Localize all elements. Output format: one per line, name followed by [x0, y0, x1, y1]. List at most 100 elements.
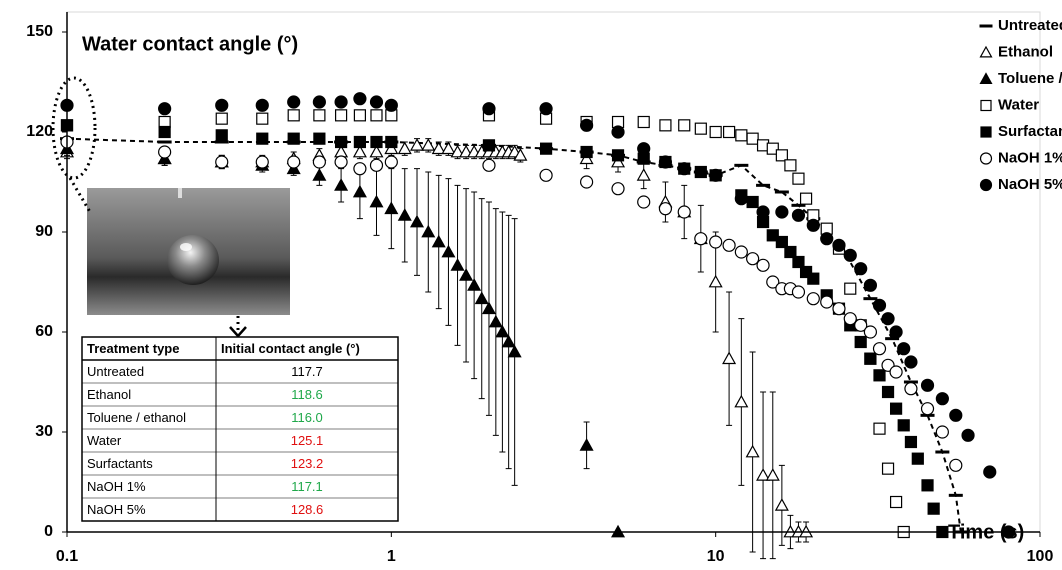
- marker: [352, 144, 367, 158]
- marker: [467, 278, 482, 291]
- marker: [843, 312, 857, 326]
- marker: [501, 334, 516, 348]
- legend: Untreated Ethanol Toluene / ethanol Water Su…: [979, 17, 1062, 193]
- table-header: Treatment type: [87, 341, 179, 356]
- marker: [409, 138, 425, 151]
- marker: [881, 312, 895, 326]
- marker: [904, 435, 918, 449]
- marker: [369, 194, 384, 208]
- marker: [756, 205, 770, 219]
- marker: [746, 252, 760, 266]
- marker: [678, 119, 691, 132]
- marker: [369, 144, 384, 158]
- marker: [766, 142, 779, 155]
- marker: [774, 498, 789, 511]
- marker: [459, 268, 474, 281]
- marker: [215, 112, 228, 125]
- marker: [579, 438, 594, 451]
- marker: [820, 232, 834, 246]
- marker: [799, 265, 813, 279]
- marker: [334, 178, 349, 191]
- marker: [722, 125, 736, 139]
- marker: [450, 144, 465, 158]
- marker: [775, 235, 788, 249]
- marker: [256, 112, 269, 125]
- table-cell: Water: [87, 433, 122, 448]
- marker: [353, 162, 367, 176]
- marker: [580, 145, 593, 159]
- marker: [983, 465, 997, 479]
- marker: [384, 201, 399, 215]
- marker: [784, 159, 797, 172]
- marker: [482, 158, 496, 172]
- marker: [539, 102, 553, 116]
- marker: [791, 208, 806, 222]
- marker: [312, 155, 326, 169]
- marker: [450, 258, 465, 271]
- marker: [482, 102, 496, 116]
- marker: [694, 165, 707, 179]
- marker: [799, 192, 813, 205]
- marker: [756, 468, 771, 481]
- table-cell: 117.1: [291, 479, 323, 494]
- marker: [312, 168, 327, 181]
- marker: [636, 168, 651, 181]
- marker: [904, 382, 918, 396]
- marker: [722, 238, 736, 252]
- marker: [421, 138, 436, 151]
- marker: [158, 125, 171, 139]
- table-cell: NaOH 1%: [87, 479, 146, 494]
- marker: [864, 352, 877, 365]
- table-cell: NaOH 5%: [87, 502, 146, 517]
- marker: [287, 155, 301, 169]
- marker: [832, 302, 846, 316]
- marker: [397, 208, 412, 221]
- marker: [677, 162, 691, 176]
- marker: [334, 95, 348, 109]
- marker: [784, 245, 797, 259]
- marker: [255, 98, 269, 112]
- marker: [734, 394, 749, 408]
- marker: [911, 452, 924, 465]
- marker: [863, 325, 878, 339]
- x-tick-label: 100: [1027, 548, 1054, 565]
- marker: [580, 175, 594, 189]
- marker: [709, 125, 722, 139]
- marker: [722, 351, 737, 365]
- marker: [539, 168, 553, 182]
- marker: [766, 229, 779, 242]
- droplet-photo: [87, 188, 290, 315]
- table-cell: 123.2: [291, 456, 324, 471]
- marker: [935, 392, 949, 406]
- marker: [370, 109, 383, 122]
- marker: [659, 119, 672, 132]
- marker: [384, 155, 398, 169]
- table-cell: Untreated: [87, 364, 144, 379]
- marker: [637, 195, 651, 209]
- marker: [766, 275, 780, 289]
- marker: [881, 385, 895, 399]
- marker: [334, 109, 348, 122]
- marker: [495, 324, 510, 338]
- table-cell: Surfactants: [87, 456, 153, 471]
- y-tick-label: 120: [26, 123, 53, 140]
- marker: [215, 155, 229, 169]
- marker: [889, 325, 903, 339]
- marker: [287, 132, 300, 145]
- marker: [256, 132, 269, 145]
- marker: [611, 182, 625, 196]
- marker: [353, 135, 367, 149]
- marker: [854, 262, 868, 276]
- marker: [921, 479, 934, 492]
- marker: [806, 218, 820, 232]
- marker: [734, 192, 748, 206]
- table-cell: Ethanol: [87, 387, 131, 402]
- table-cell: 117.7: [291, 364, 323, 379]
- marker: [352, 184, 367, 198]
- marker: [949, 408, 963, 422]
- marker: [980, 126, 992, 138]
- marker: [313, 109, 326, 122]
- marker: [287, 95, 301, 109]
- marker: [677, 205, 691, 219]
